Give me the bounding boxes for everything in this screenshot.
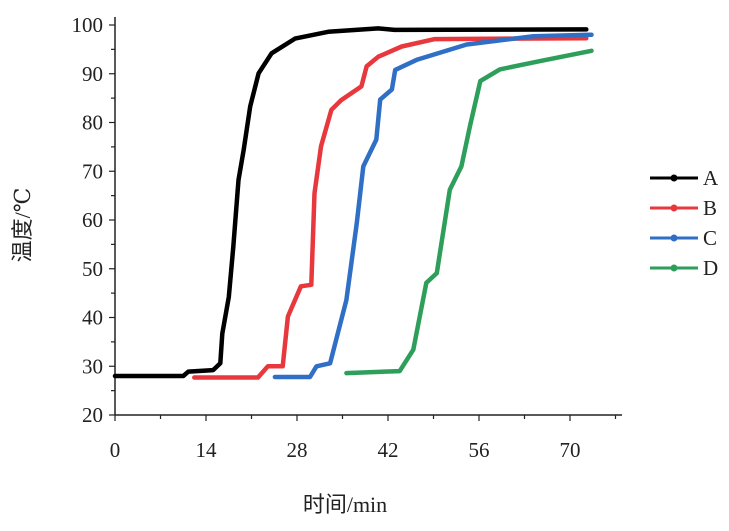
y-axis-label: 温度/℃ bbox=[10, 188, 35, 263]
legend-label-B: B bbox=[703, 196, 717, 220]
y-tick-label: 100 bbox=[72, 13, 104, 37]
x-tick-label: 14 bbox=[196, 438, 218, 462]
x-axis-label: 时间/min bbox=[303, 492, 387, 517]
axes: 0 14 28 42 56 70 20 30 40 50 60 70 80 90 100 bbox=[72, 13, 622, 462]
legend-marker-D bbox=[670, 264, 678, 272]
legend-label-D: D bbox=[703, 256, 718, 280]
series-line-B bbox=[192, 35, 589, 380]
y-tick-label: 50 bbox=[82, 257, 103, 281]
y-tick-label: 30 bbox=[82, 354, 103, 378]
series-line-A bbox=[112, 26, 589, 379]
y-tick-label: 20 bbox=[82, 403, 103, 427]
x-tick-label: 42 bbox=[378, 438, 399, 462]
x-tick-label: 0 bbox=[110, 438, 121, 462]
x-tick-label: 70 bbox=[560, 438, 581, 462]
legend-marker-C bbox=[670, 234, 678, 242]
legend-label-A: A bbox=[703, 166, 719, 190]
y-tick-label: 40 bbox=[82, 306, 103, 330]
y-tick-label: 60 bbox=[82, 208, 103, 232]
y-tick-label: 80 bbox=[82, 111, 103, 135]
x-tick-label: 28 bbox=[287, 438, 308, 462]
x-tick-label: 56 bbox=[469, 438, 490, 462]
y-tick-label: 70 bbox=[82, 159, 103, 183]
series-line-C bbox=[272, 32, 594, 380]
legend-marker-A bbox=[670, 174, 678, 182]
y-tick-label: 90 bbox=[82, 62, 103, 86]
legend-marker-B bbox=[670, 204, 678, 212]
legend-label-C: C bbox=[703, 226, 717, 250]
series-group bbox=[112, 26, 594, 380]
series-line-D bbox=[344, 48, 594, 376]
